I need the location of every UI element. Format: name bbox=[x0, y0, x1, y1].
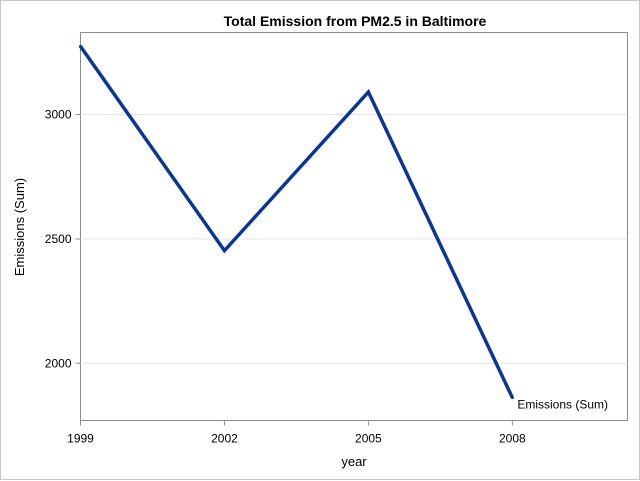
gridlines bbox=[80, 114, 628, 364]
y-axis-ticks: 2000 2500 3000 bbox=[45, 108, 81, 370]
x-axis-label: year bbox=[341, 454, 367, 469]
x-tick-label: 2005 bbox=[355, 432, 382, 446]
data-point bbox=[222, 249, 226, 253]
x-tick-label: 1999 bbox=[67, 432, 94, 446]
data-point bbox=[510, 396, 514, 400]
series-end-label: Emissions (Sum) bbox=[517, 398, 608, 412]
plot-area bbox=[80, 32, 628, 421]
x-tick-label: 2002 bbox=[211, 432, 238, 446]
y-axis-label: Emissions (Sum) bbox=[12, 178, 27, 276]
x-tick-label: 2008 bbox=[499, 432, 526, 446]
data-point bbox=[366, 90, 370, 94]
data-point bbox=[79, 44, 82, 48]
y-tick-label: 2000 bbox=[45, 356, 72, 370]
chart-title: Total Emission from PM2.5 in Baltimore bbox=[224, 13, 487, 29]
series-line-emissions bbox=[79, 45, 514, 399]
y-tick-label: 3000 bbox=[45, 108, 72, 122]
x-axis-ticks: 1999 2002 2005 2008 bbox=[67, 420, 526, 446]
series-layer: Emissions (Sum) bbox=[79, 44, 608, 412]
y-tick-label: 2500 bbox=[45, 232, 72, 246]
